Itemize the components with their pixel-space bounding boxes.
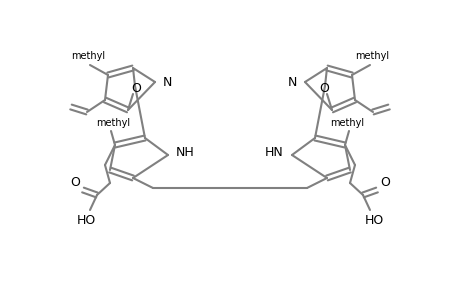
Text: N: N — [162, 76, 172, 88]
Text: O: O — [131, 82, 140, 94]
Text: O: O — [70, 176, 80, 190]
Text: NH: NH — [176, 146, 194, 158]
Text: methyl: methyl — [96, 118, 130, 128]
Text: HN: HN — [265, 146, 283, 158]
Text: O: O — [379, 176, 389, 190]
Text: HO: HO — [76, 214, 95, 226]
Text: methyl: methyl — [329, 118, 363, 128]
Text: HO: HO — [364, 214, 383, 226]
Text: N: N — [287, 76, 297, 88]
Text: methyl: methyl — [71, 51, 105, 61]
Text: methyl: methyl — [354, 51, 388, 61]
Text: O: O — [319, 82, 328, 94]
